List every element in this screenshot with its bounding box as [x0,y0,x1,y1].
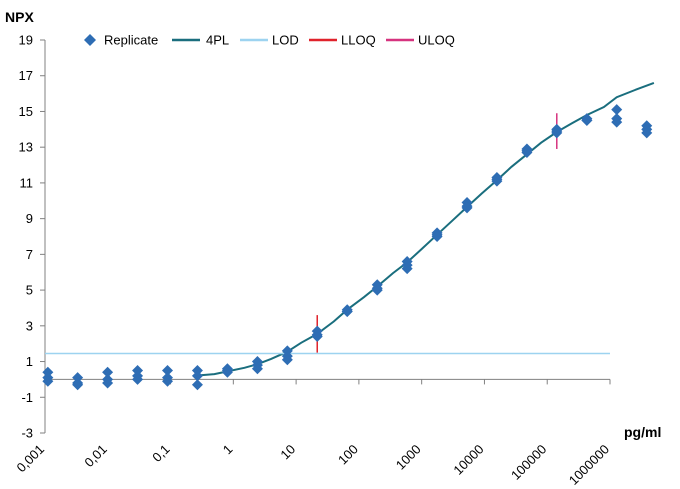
replicate-point [162,375,174,387]
y-tick-label: 7 [26,247,33,262]
x-tick-label: 0,1 [149,442,172,465]
legend-label: LOD [272,33,299,48]
legend: Replicate 4PL LOD LLOQ ULOQ [84,33,455,48]
replicate-point [611,104,623,116]
y-tick-label: 3 [26,318,33,333]
x-tick-label: 100 [335,442,361,468]
y-tick-label: 17 [19,68,33,83]
y-tick-label: 13 [19,140,33,155]
y-tick-label: 1 [26,354,33,369]
replicate-point [491,175,503,187]
replicate-point [281,354,293,366]
axes: 19 17 15 13 11 9 7 5 3 1 -1 -30,001 0,01 0,1 1 10 100 100… [14,33,613,488]
replicate-point [162,364,174,376]
replicate-point [102,366,114,378]
y-tick-label: -1 [21,390,33,405]
replicate-point [251,363,263,375]
replicate-point [431,231,443,242]
replicate-point [191,379,203,391]
x-tick-label: 10 [277,442,298,463]
y-tick-label: -3 [21,426,33,441]
x-axis-title: pg/ml [624,424,661,440]
y-axis-title: NPX [5,9,34,25]
x-tick-label: 0,001 [14,442,48,476]
x-tick-label: 1000000 [566,442,612,488]
legend-item-replicate: Replicate [84,33,158,48]
legend-item-lod: LOD [240,33,299,48]
replicate-point [401,263,413,275]
replicate-point [311,331,323,343]
replicate-point [42,375,54,387]
y-tick-label: 19 [19,33,33,48]
replicate-point [341,306,353,318]
legend-label: 4PL [206,33,229,48]
replicate-point [221,366,233,378]
legend-label: LLOQ [341,33,376,48]
replicate-point [551,127,563,139]
legend-label: Replicate [104,33,158,48]
y-tick-label: 5 [26,283,33,298]
y-tick-label: 15 [19,104,33,119]
legend-label: ULOQ [418,33,455,48]
replicate-point [371,284,383,296]
replicate-point [132,373,144,385]
legend-item-uloq: ULOQ [386,33,455,48]
legend-item-lloq: LLOQ [309,33,376,48]
x-tick-label: 100000 [508,442,549,483]
x-tick-label: 1000 [393,442,424,473]
replicate-point [641,127,653,139]
replicate-point [102,377,114,389]
data-points [42,104,653,391]
legend-item-4pl: 4PL [172,33,229,48]
x-tick-label: 0,01 [81,442,110,471]
replicate-point [191,370,203,382]
lines [45,81,655,377]
replicate-point [72,379,84,391]
fit-curve-4pl [197,81,655,377]
replicate-point [461,202,473,214]
y-tick-label: 9 [26,211,33,226]
x-tick-label: 1 [220,442,236,458]
x-tick-label: 10000 [450,442,486,478]
legend-marker [84,34,96,46]
replicate-point [521,147,533,159]
replicate-point [581,114,593,126]
replicate-point [611,116,623,128]
y-tick-label: 11 [20,175,34,190]
